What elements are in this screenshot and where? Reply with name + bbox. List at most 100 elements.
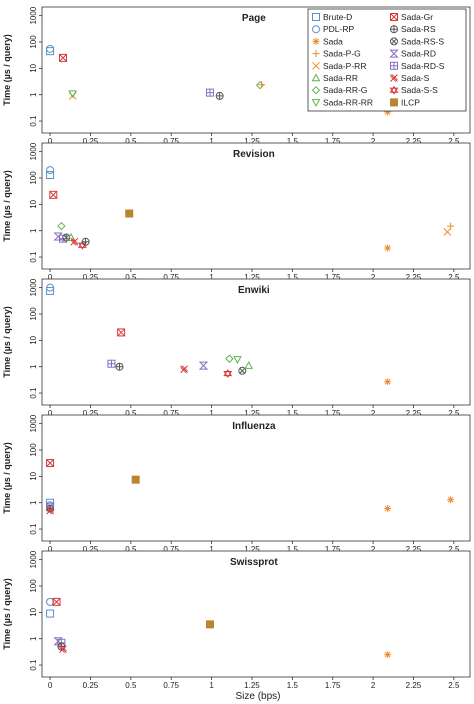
x-tick-label: 1.75 [325,681,341,690]
legend-marker [389,85,399,95]
x-tick-label: 0.25 [83,273,99,282]
legend-label: PDL-RP [323,24,355,34]
x-tick-label: 0 [48,545,53,554]
y-tick-label: 0.1 [29,523,38,535]
data-point [46,609,55,618]
y-tick-label: 0.1 [29,251,38,263]
x-tick-label: 1 [209,681,214,690]
data-point [46,286,55,295]
y-tick-label: 1 [29,500,38,505]
legend-marker [311,85,321,95]
legend-marker [311,73,321,82]
data-point [215,91,224,100]
x-tick-label: 1.75 [325,273,341,282]
y-tick-label: 10 [29,471,38,480]
x-tick-label: 0.75 [163,545,179,554]
data-point [223,369,233,378]
x-tick-label: 1.5 [287,273,299,282]
legend-label: ILCP [401,97,420,107]
data-point [205,88,214,97]
y-tick-label: 1000 [29,414,38,432]
legend-label: Sada-RS-S [401,36,444,46]
data-point [57,221,66,231]
y-tick-label: 10 [29,63,38,72]
x-axis-label: Size (bps) [235,691,280,702]
panel-frame [41,142,471,270]
legend-label: Sada-RR [323,73,358,83]
data-point [244,361,254,369]
y-axis-label: Time (µs / query) [2,578,12,650]
legend-marker [390,61,398,70]
y-tick-label: 1000 [29,6,38,24]
x-tick-label: 2 [371,681,376,690]
x-tick-label: 0.75 [163,137,179,146]
x-tick-label: 2.25 [406,137,422,146]
y-axis-label: Time (µs / query) [2,170,12,242]
x-tick-label: 1.75 [325,409,341,418]
data-point [46,459,55,468]
x-tick-label: 0.25 [83,681,99,690]
y-tick-label: 1000 [29,550,38,568]
x-tick-label: 0 [48,137,53,146]
x-tick-label: 2 [371,409,376,418]
y-tick-label: 1 [29,92,38,97]
x-tick-label: 2.5 [448,137,460,146]
data-point [255,80,265,90]
x-tick-label: 1.25 [244,409,260,418]
x-tick-label: 0.5 [125,409,137,418]
panel-title: Page [242,13,266,24]
x-tick-label: 1.25 [244,545,260,554]
x-tick-label: 2.5 [448,681,460,690]
panel-frame [41,278,471,406]
panel-page: Page 0.1 1 10 100 1000 Time (µs / query) 0 0.25 0… [2,6,471,146]
x-tick-label: 0.75 [163,681,179,690]
y-tick-label: 1 [29,228,38,233]
y-tick-label: 0.1 [29,387,38,399]
x-tick-label: 0 [48,273,53,282]
panel-title: Enwiki [238,285,270,296]
legend-label: Sada-RR-G [323,85,367,95]
legend-marker [389,49,399,58]
data-point [115,362,124,371]
panel-frame [41,550,471,678]
x-tick-label: 2.5 [448,273,460,282]
data-point [68,90,78,99]
data-point [131,475,140,484]
y-tick-label: 10 [29,335,38,344]
y-tick-label: 100 [29,35,38,49]
legend-marker [312,25,320,34]
data-point [384,651,392,659]
data-point [384,244,392,252]
x-tick-label: 2.25 [406,409,422,418]
legend-marker [390,98,398,107]
x-tick-label: 1 [209,545,214,554]
data-point [443,228,452,236]
x-tick-label: 0.75 [163,409,179,418]
data-point [58,53,67,62]
x-tick-label: 1.5 [287,545,299,554]
legend-label: Sada-Gr [401,12,433,22]
y-tick-label: 10 [29,199,38,208]
data-point [46,166,55,175]
data-point [447,496,455,504]
legend-marker [390,25,398,34]
data-point [384,505,392,513]
data-point [258,81,266,89]
data-point [52,597,61,606]
legend-label: Sada-RD [401,49,436,59]
data-point [198,361,209,370]
x-tick-label: 1.75 [325,137,341,146]
legend-label: Sada [323,36,343,46]
y-axis-label: Time (µs / query) [2,34,12,106]
x-tick-label: 1 [209,273,214,282]
x-tick-label: 2.5 [448,545,460,554]
data-point [225,354,234,363]
data-point [384,108,392,116]
panel-enwiki: Enwiki 0.1 1 10 100 1000 Time (µs / query) 0 0.2… [2,278,471,418]
x-tick-label: 0.5 [125,681,137,690]
y-tick-label: 100 [29,171,38,185]
legend-marker [312,37,320,45]
